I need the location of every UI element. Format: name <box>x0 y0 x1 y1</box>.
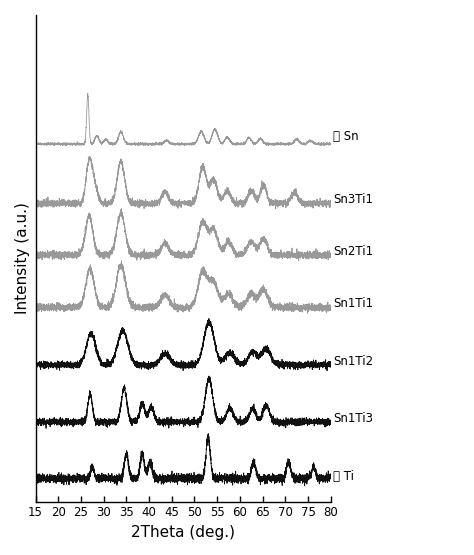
Text: Sn3Ti1: Sn3Ti1 <box>333 193 373 206</box>
Y-axis label: Intensity (a.u.): Intensity (a.u.) <box>15 203 30 314</box>
Text: Sn1Ti3: Sn1Ti3 <box>333 412 373 426</box>
X-axis label: 2Theta (deg.): 2Theta (deg.) <box>131 525 235 540</box>
Text: Sn2Ti1: Sn2Ti1 <box>333 245 373 258</box>
Text: 绍 Sn: 绍 Sn <box>333 130 359 143</box>
Text: Sn1Ti2: Sn1Ti2 <box>333 355 373 368</box>
Text: 绍 Ti: 绍 Ti <box>333 470 354 483</box>
Text: Sn1Ti1: Sn1Ti1 <box>333 297 373 310</box>
